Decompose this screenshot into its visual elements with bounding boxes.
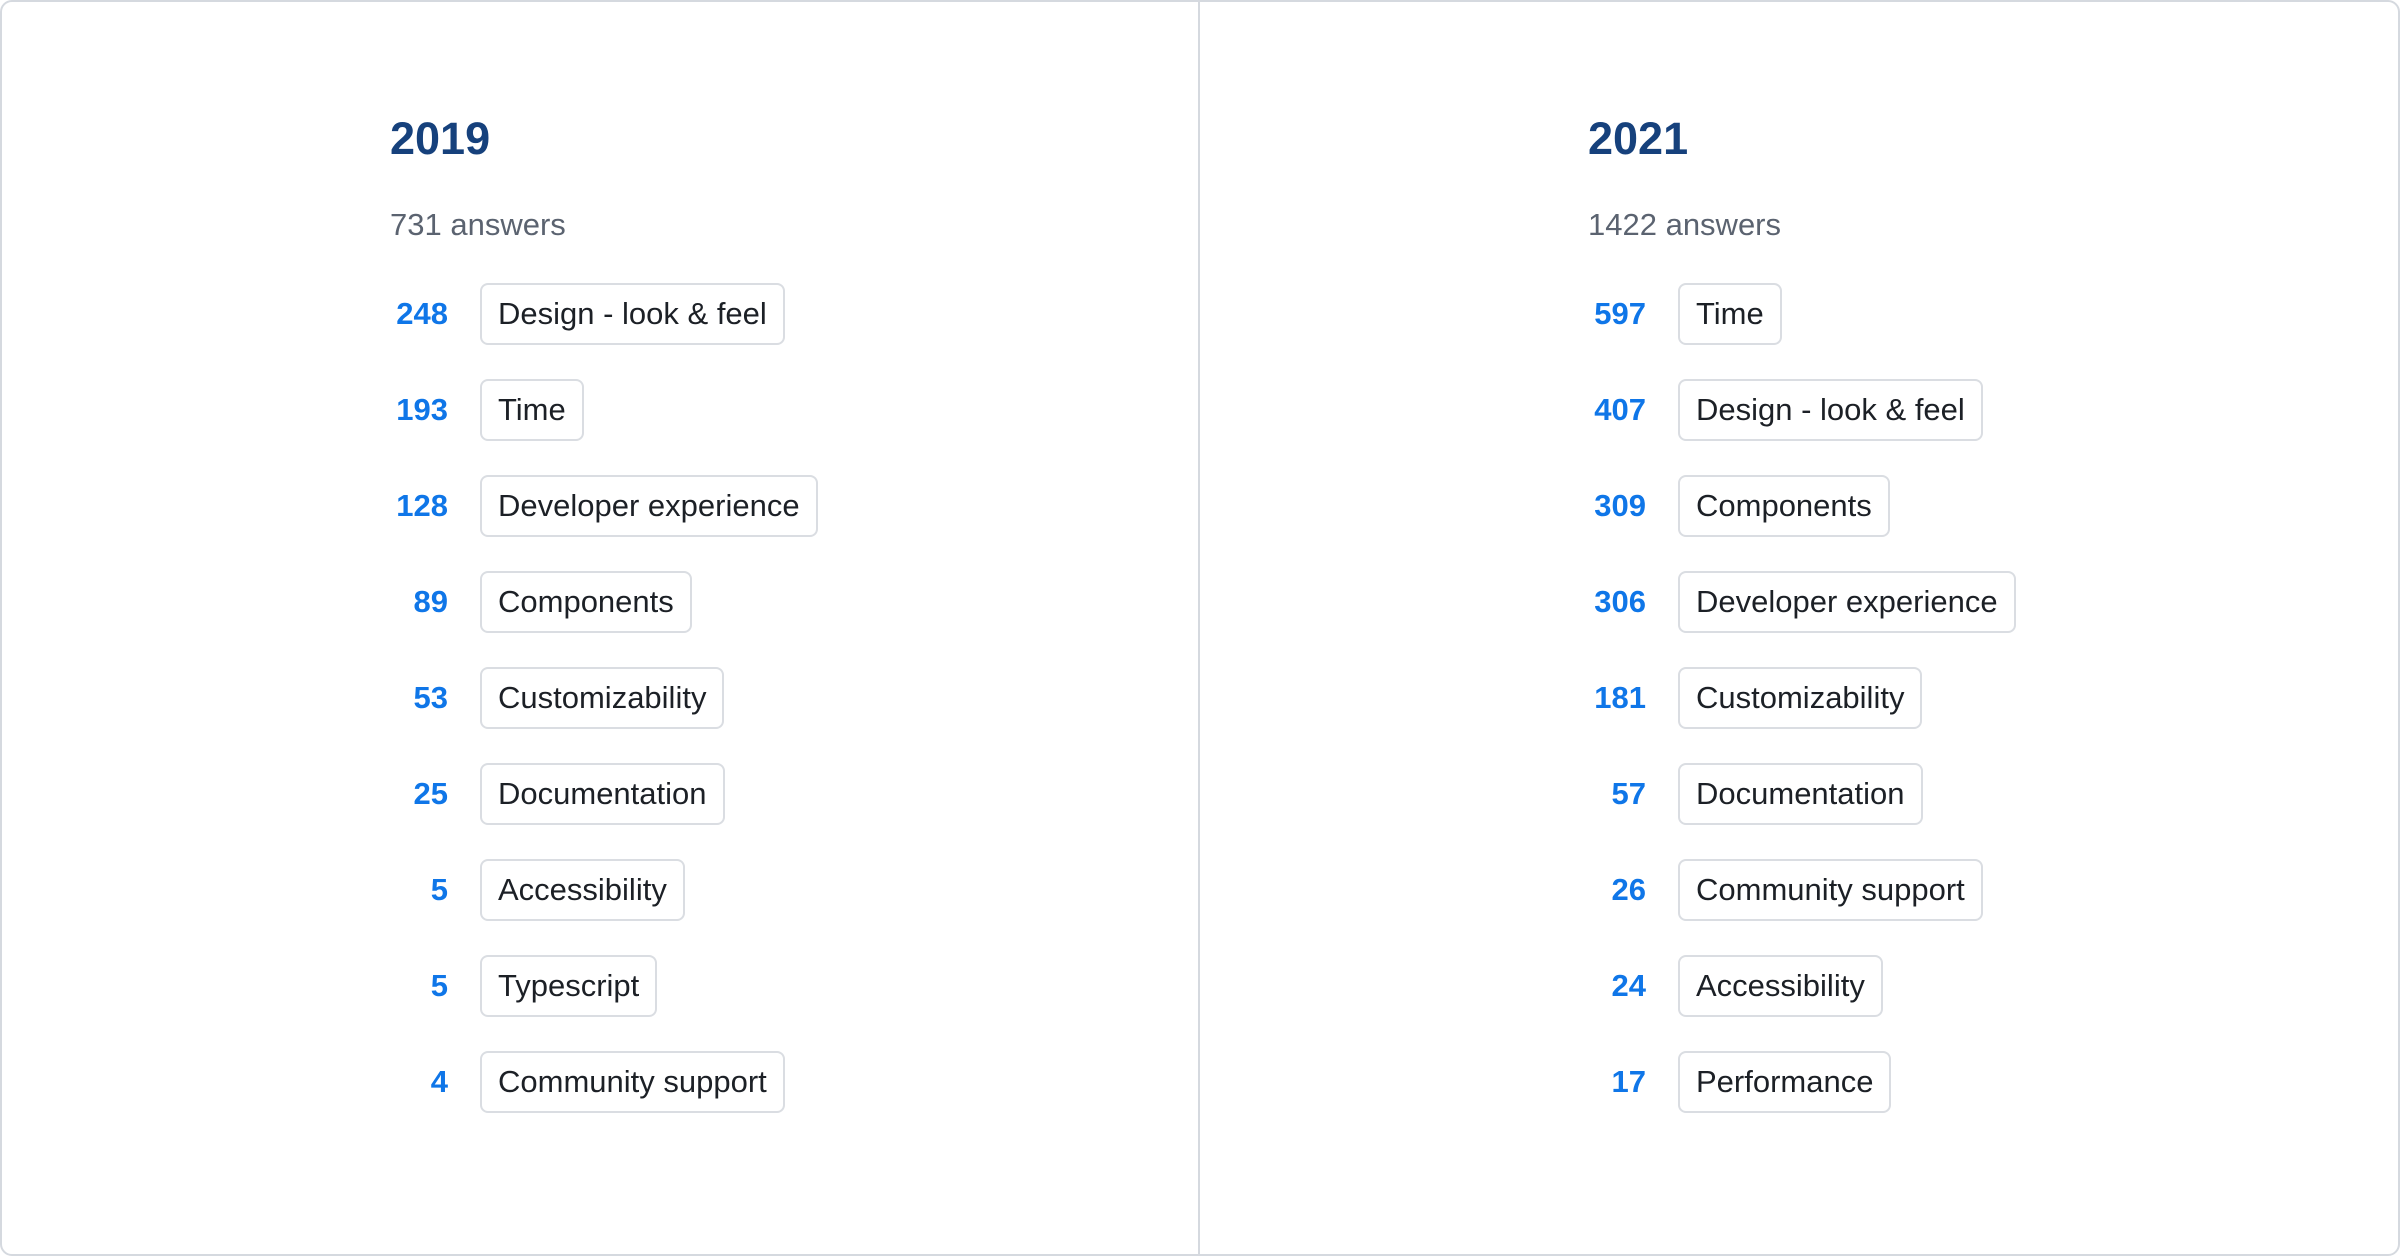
answer-row: 53 Customizability [390,666,1168,729]
answer-count: 89 [413,583,448,619]
answer-count: 24 [1611,967,1646,1003]
answer-label-chip: Documentation [480,762,725,825]
answer-label-chip: Components [480,570,692,633]
answers-list: 248 Design - look & feel 193 Time 128 De… [390,282,1168,1113]
answer-row: 5 Accessibility [390,858,1168,921]
answers-count: 731 answers [390,206,566,242]
year-heading: 2021 [1588,113,1689,164]
year-column-2019: 2019 731 answers 248 Design - look & fee… [2,2,1200,1254]
year-column-2021: 2021 1422 answers 597 Time 407 Design - … [1200,2,2398,1254]
answers-count: 1422 answers [1588,206,1782,242]
answer-count: 57 [1611,775,1646,811]
answer-count: 181 [1594,679,1646,715]
answer-count: 306 [1594,583,1646,619]
answer-row: 89 Components [390,570,1168,633]
answers-list: 597 Time 407 Design - look & feel 309 Co… [1588,282,2368,1113]
answer-count: 407 [1594,391,1646,427]
answer-row: 128 Developer experience [390,474,1168,537]
answer-count: 4 [430,1063,448,1099]
answer-count: 128 [396,487,448,523]
answer-label-chip: Documentation [1678,762,1923,825]
answer-count: 597 [1594,295,1646,331]
answer-label-chip: Time [480,378,584,441]
answer-row: 193 Time [390,378,1168,441]
answer-label-chip: Community support [1678,858,1983,921]
answer-label-chip: Components [1678,474,1890,537]
answer-label-chip: Accessibility [1678,954,1883,1017]
answer-label-chip: Customizability [1678,666,1923,729]
answer-row: 24 Accessibility [1588,954,2368,1017]
answer-row: 597 Time [1588,282,2368,345]
answer-count: 17 [1611,1063,1646,1099]
answer-label-chip: Design - look & feel [1678,378,1983,441]
answer-label-chip: Design - look & feel [480,282,785,345]
answer-label-chip: Developer experience [1678,570,2016,633]
answer-count: 5 [430,871,448,907]
answer-row: 248 Design - look & feel [390,282,1168,345]
answer-label-chip: Performance [1678,1050,1892,1113]
answer-count: 309 [1594,487,1646,523]
answer-row: 57 Documentation [1588,762,2368,825]
answer-row: 17 Performance [1588,1050,2368,1113]
answer-row: 407 Design - look & feel [1588,378,2368,441]
answer-row: 5 Typescript [390,954,1168,1017]
answer-count: 248 [396,295,448,331]
answer-row: 4 Community support [390,1050,1168,1113]
answer-count: 25 [413,775,448,811]
answer-row: 26 Community support [1588,858,2368,921]
answer-row: 306 Developer experience [1588,570,2368,633]
answer-count: 53 [413,679,448,715]
answer-label-chip: Community support [480,1050,785,1113]
answer-label-chip: Developer experience [480,474,818,537]
answer-count: 26 [1611,871,1646,907]
answer-row: 309 Components [1588,474,2368,537]
answer-row: 25 Documentation [390,762,1168,825]
answer-label-chip: Accessibility [480,858,685,921]
year-heading: 2019 [390,113,491,164]
answer-label-chip: Time [1678,282,1782,345]
answer-count: 193 [396,391,448,427]
answer-count: 5 [430,967,448,1003]
answer-label-chip: Customizability [480,666,725,729]
answer-row: 181 Customizability [1588,666,2368,729]
answer-label-chip: Typescript [480,954,658,1017]
